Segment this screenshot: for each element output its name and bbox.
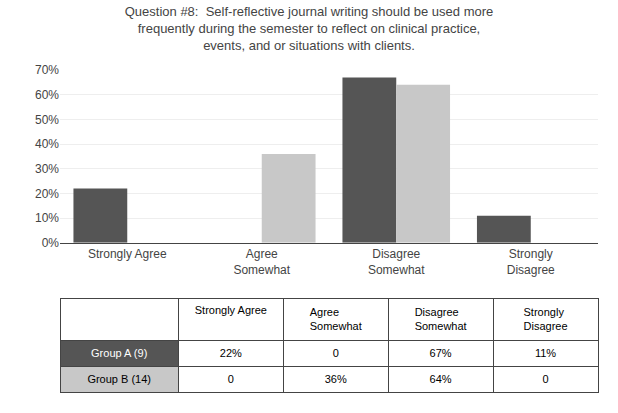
svg-text:50%: 50%	[35, 113, 59, 127]
svg-text:StronglyDisagree: StronglyDisagree	[507, 247, 555, 277]
svg-text:40%: 40%	[35, 137, 59, 151]
svg-text:22%: 22%	[220, 347, 242, 359]
svg-text:Strongly Agree: Strongly Agree	[88, 247, 167, 261]
svg-text:AgreeSomewhat: AgreeSomewhat	[310, 306, 362, 332]
svg-text:DisagreeSomewhat: DisagreeSomewhat	[415, 306, 467, 332]
svg-text:Group A (9): Group A (9)	[91, 347, 147, 359]
svg-text:67%: 67%	[430, 347, 452, 359]
svg-text:Strongly Agree: Strongly Agree	[195, 304, 267, 316]
svg-text:70%: 70%	[35, 63, 59, 77]
svg-text:0: 0	[542, 373, 548, 385]
svg-text:64%: 64%	[430, 373, 452, 385]
svg-text:Question #8: Self-reflective: Question #8: Self-reflective journal wri…	[125, 4, 494, 53]
svg-text:0: 0	[228, 373, 234, 385]
svg-text:30%: 30%	[35, 162, 59, 176]
svg-text:0%: 0%	[42, 236, 60, 250]
svg-text:60%: 60%	[35, 88, 59, 102]
svg-text:Group B (14): Group B (14)	[87, 373, 151, 385]
svg-text:DisagreeSomewhat: DisagreeSomewhat	[368, 247, 425, 277]
svg-text:10%: 10%	[35, 211, 59, 225]
svg-text:36%: 36%	[325, 373, 347, 385]
svg-text:11%: 11%	[535, 347, 556, 359]
svg-text:StronglyDisagree: StronglyDisagree	[524, 306, 568, 332]
svg-text:0: 0	[333, 347, 339, 359]
svg-text:20%: 20%	[35, 187, 59, 201]
svg-text:AgreeSomewhat: AgreeSomewhat	[233, 247, 290, 277]
